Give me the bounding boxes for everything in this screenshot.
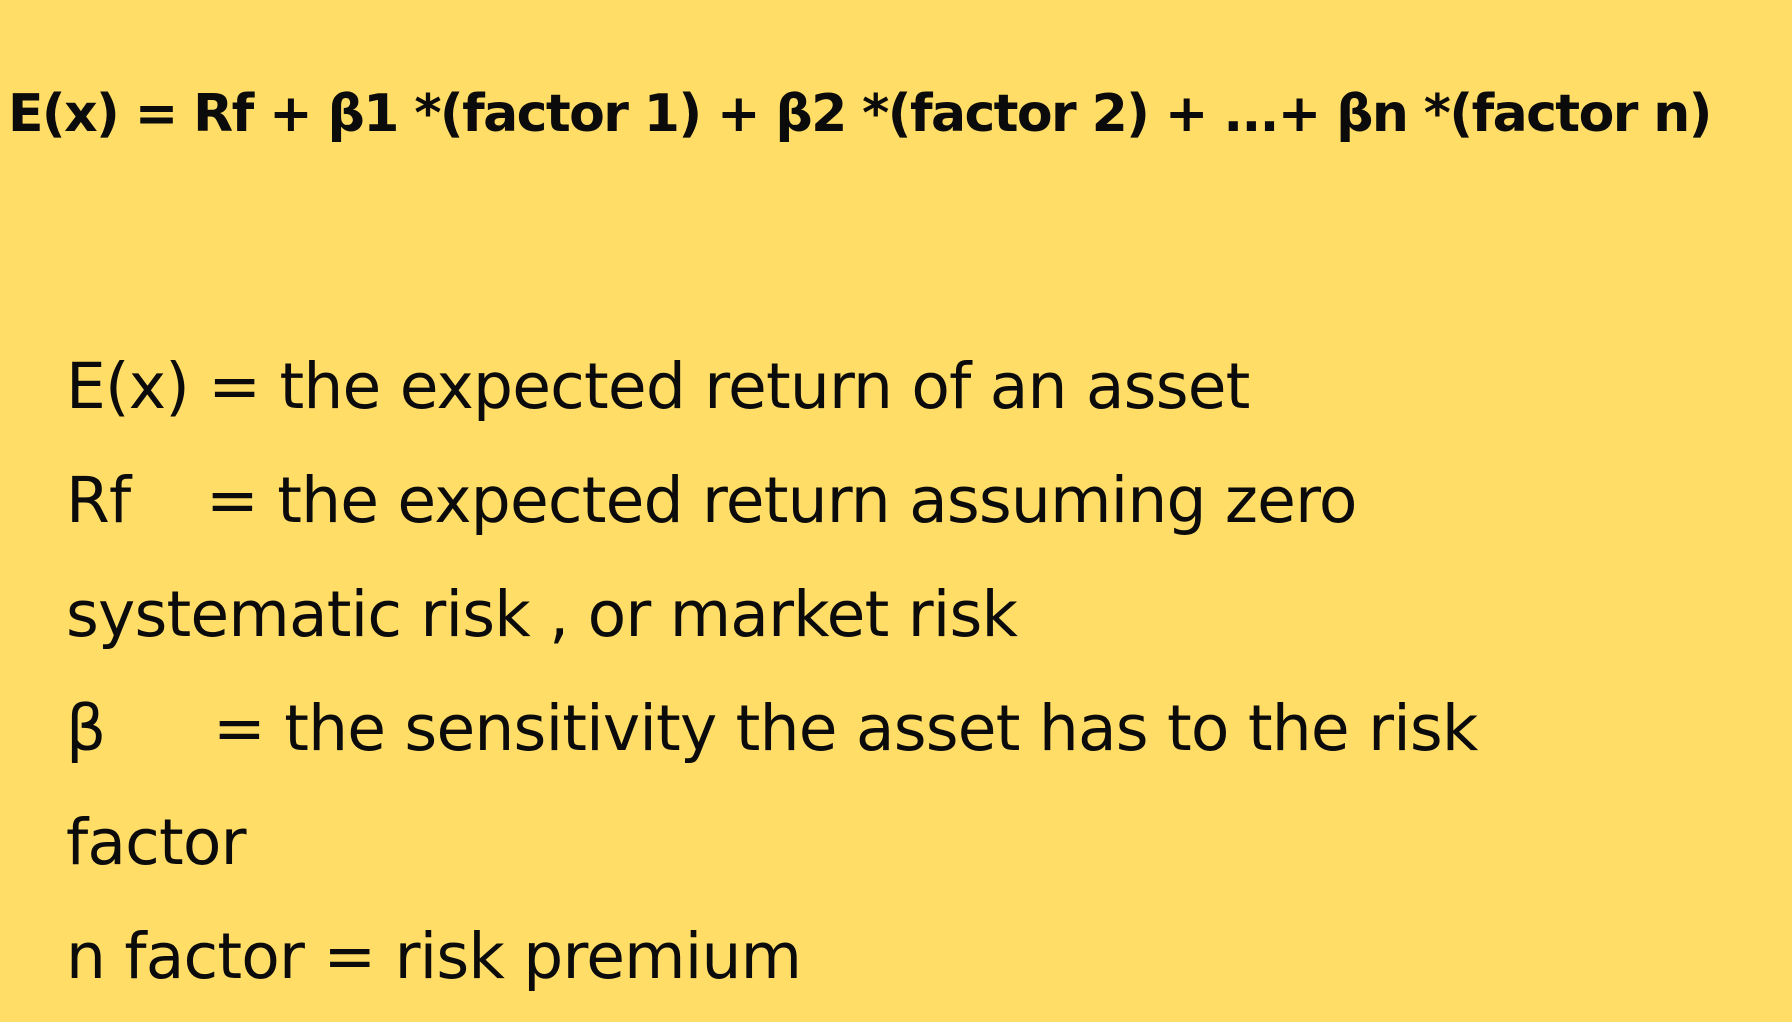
definition-risk-free-continued: systematic risk , or market risk <box>66 578 1018 651</box>
definition-text: = the expected return assuming zero <box>206 464 1357 537</box>
definition-text: = risk premium <box>304 920 802 993</box>
definition-term: β <box>66 692 106 765</box>
definition-n-factor: n factor = risk premium <box>66 900 1766 1014</box>
definition-term: Rf <box>66 464 131 537</box>
definition-term: n factor <box>66 920 305 993</box>
definition-term: E(x) <box>66 350 190 423</box>
formula-heading: E(x) = Rf + β1 *(factor 1) + β2 *(factor… <box>8 84 1712 144</box>
definitions-list: E(x) = the expected return of an asset R… <box>66 330 1766 1014</box>
definition-expected-return: E(x) = the expected return of an asset <box>66 330 1766 444</box>
definition-beta: β = the sensitivity the asset has to the … <box>66 672 1766 786</box>
definition-text: = the sensitivity the asset has to the r… <box>213 692 1478 765</box>
definition-beta-continued: factor <box>66 806 247 879</box>
definition-text: = the expected return of an asset <box>189 350 1250 423</box>
definition-risk-free: Rf = the expected return assuming zero <box>66 444 1766 558</box>
